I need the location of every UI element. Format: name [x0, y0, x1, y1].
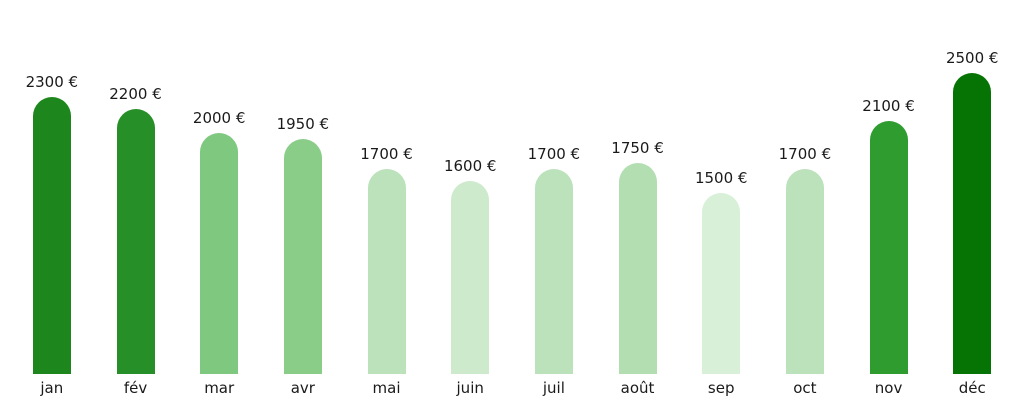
- x-axis-tick-label: jan: [40, 379, 64, 397]
- bar: [367, 169, 406, 374]
- bar-value-label: 2300 €: [25, 73, 79, 91]
- bar-value-label: 1700 €: [527, 145, 581, 163]
- x-axis-tick-label: sep: [707, 379, 735, 397]
- x-axis-tick-label: avr: [290, 379, 315, 397]
- bar-value-label: 2500 €: [945, 49, 999, 67]
- x-axis-tick-label: juin: [456, 379, 484, 397]
- x-axis-tick-label: déc: [958, 379, 986, 397]
- bar-value-label: 1700 €: [778, 145, 832, 163]
- bar-column: 1600 € juin: [428, 0, 512, 404]
- bar: [32, 97, 71, 374]
- bar-value-label: 2000 €: [192, 109, 246, 127]
- bar-column: 1700 € juil: [512, 0, 596, 404]
- bar-column: 1500 € sep: [679, 0, 763, 404]
- bar: [451, 181, 490, 374]
- bar-column: 2200 € fév: [94, 0, 178, 404]
- bar: [869, 121, 908, 374]
- bar: [283, 139, 322, 374]
- bar-column: 2100 € nov: [847, 0, 931, 404]
- bar: [534, 169, 573, 374]
- x-axis-tick-label: mar: [204, 379, 235, 397]
- bar-column: 1700 € mai: [345, 0, 429, 404]
- bar-column: 2300 € jan: [10, 0, 94, 404]
- bar: [785, 169, 824, 374]
- bar-value-label: 1500 €: [694, 169, 748, 187]
- x-axis-tick-label: mai: [372, 379, 401, 397]
- bar-value-label: 1950 €: [276, 115, 330, 133]
- bar: [953, 73, 992, 374]
- x-axis-tick-label: fév: [123, 379, 148, 397]
- bar-column: 2000 € mar: [177, 0, 261, 404]
- bar-value-label: 1700 €: [360, 145, 413, 163]
- x-axis-tick-label: oct: [793, 379, 817, 397]
- bar: [618, 163, 657, 374]
- bar-value-label: 2100 €: [862, 97, 915, 115]
- bar: [200, 133, 239, 374]
- bar-column: 1950 € avr: [261, 0, 345, 404]
- x-axis-tick-label: nov: [874, 379, 903, 397]
- bar-value-label: 1600 €: [443, 157, 497, 175]
- bar-column: 1750 € août: [596, 0, 680, 404]
- bar-value-label: 2200 €: [109, 85, 162, 103]
- x-axis-tick-label: juil: [542, 379, 565, 397]
- bar-value-label: 1750 €: [611, 139, 664, 157]
- bar: [116, 109, 155, 374]
- bar: [702, 193, 741, 374]
- bar-column: 1700 € oct: [763, 0, 847, 404]
- bar-column: 2500 € déc: [930, 0, 1014, 404]
- x-axis-tick-label: août: [620, 379, 655, 397]
